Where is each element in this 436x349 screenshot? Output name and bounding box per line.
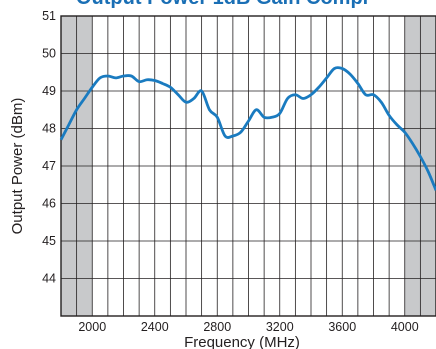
y-tick-label: 44 — [42, 272, 56, 286]
y-tick-label: 50 — [42, 47, 56, 61]
x-tick-label: 2800 — [203, 320, 231, 334]
x-tick-label: 3200 — [266, 320, 294, 334]
x-tick-label: 4000 — [391, 320, 419, 334]
x-axis-title: Frequency (MHz) — [184, 334, 300, 349]
x-tick-label: 2400 — [141, 320, 169, 334]
x-tick-labels: 2000 2400 2800 3200 3600 4000 — [78, 320, 418, 334]
y-tick-label: 47 — [42, 159, 56, 173]
series-layer — [59, 66, 436, 191]
series-line-0 — [59, 66, 436, 191]
y-tick-label: 49 — [42, 84, 56, 98]
chart-title: Output Power 1dB Gain Compr — [76, 0, 371, 9]
y-tick-label: 45 — [42, 234, 56, 248]
x-tick-label: 3600 — [328, 320, 356, 334]
y-tick-label: 51 — [42, 9, 56, 23]
plot-frame — [60, 15, 436, 317]
y-tick-labels: 44 45 46 47 48 49 50 51 — [42, 9, 56, 286]
y-tick-label: 46 — [42, 197, 56, 211]
grid — [61, 16, 436, 316]
x-tick-label: 2000 — [78, 320, 106, 334]
y-tick-label: 48 — [42, 122, 56, 136]
y-axis-title: Output Power (dBm) — [9, 98, 26, 235]
